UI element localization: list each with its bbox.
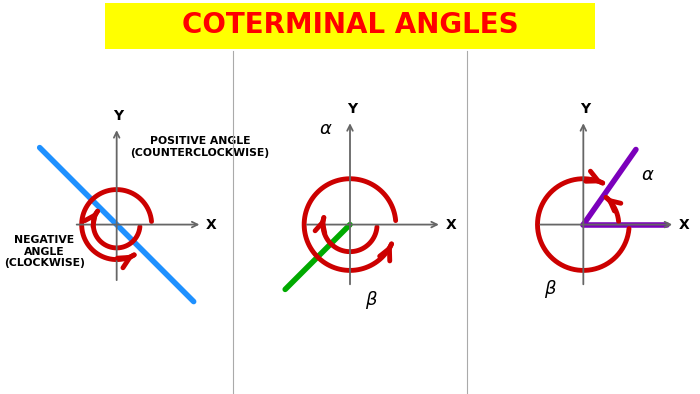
Text: α: α xyxy=(319,120,331,138)
Text: X: X xyxy=(446,217,456,232)
Text: POSITIVE ANGLE
(COUNTERCLOCKWISE): POSITIVE ANGLE (COUNTERCLOCKWISE) xyxy=(130,136,270,158)
Text: β: β xyxy=(544,280,556,298)
Text: X: X xyxy=(679,217,690,232)
Text: Y: Y xyxy=(580,102,591,116)
FancyBboxPatch shape xyxy=(105,3,595,49)
Text: β: β xyxy=(365,291,377,309)
Text: α: α xyxy=(642,165,654,184)
Text: NEGATIVE
ANGLE
(CLOCKWISE): NEGATIVE ANGLE (CLOCKWISE) xyxy=(4,235,85,268)
Text: Y: Y xyxy=(113,110,124,123)
Text: Y: Y xyxy=(347,102,357,116)
Text: COTERMINAL ANGLES: COTERMINAL ANGLES xyxy=(182,11,518,39)
Text: X: X xyxy=(206,217,217,232)
